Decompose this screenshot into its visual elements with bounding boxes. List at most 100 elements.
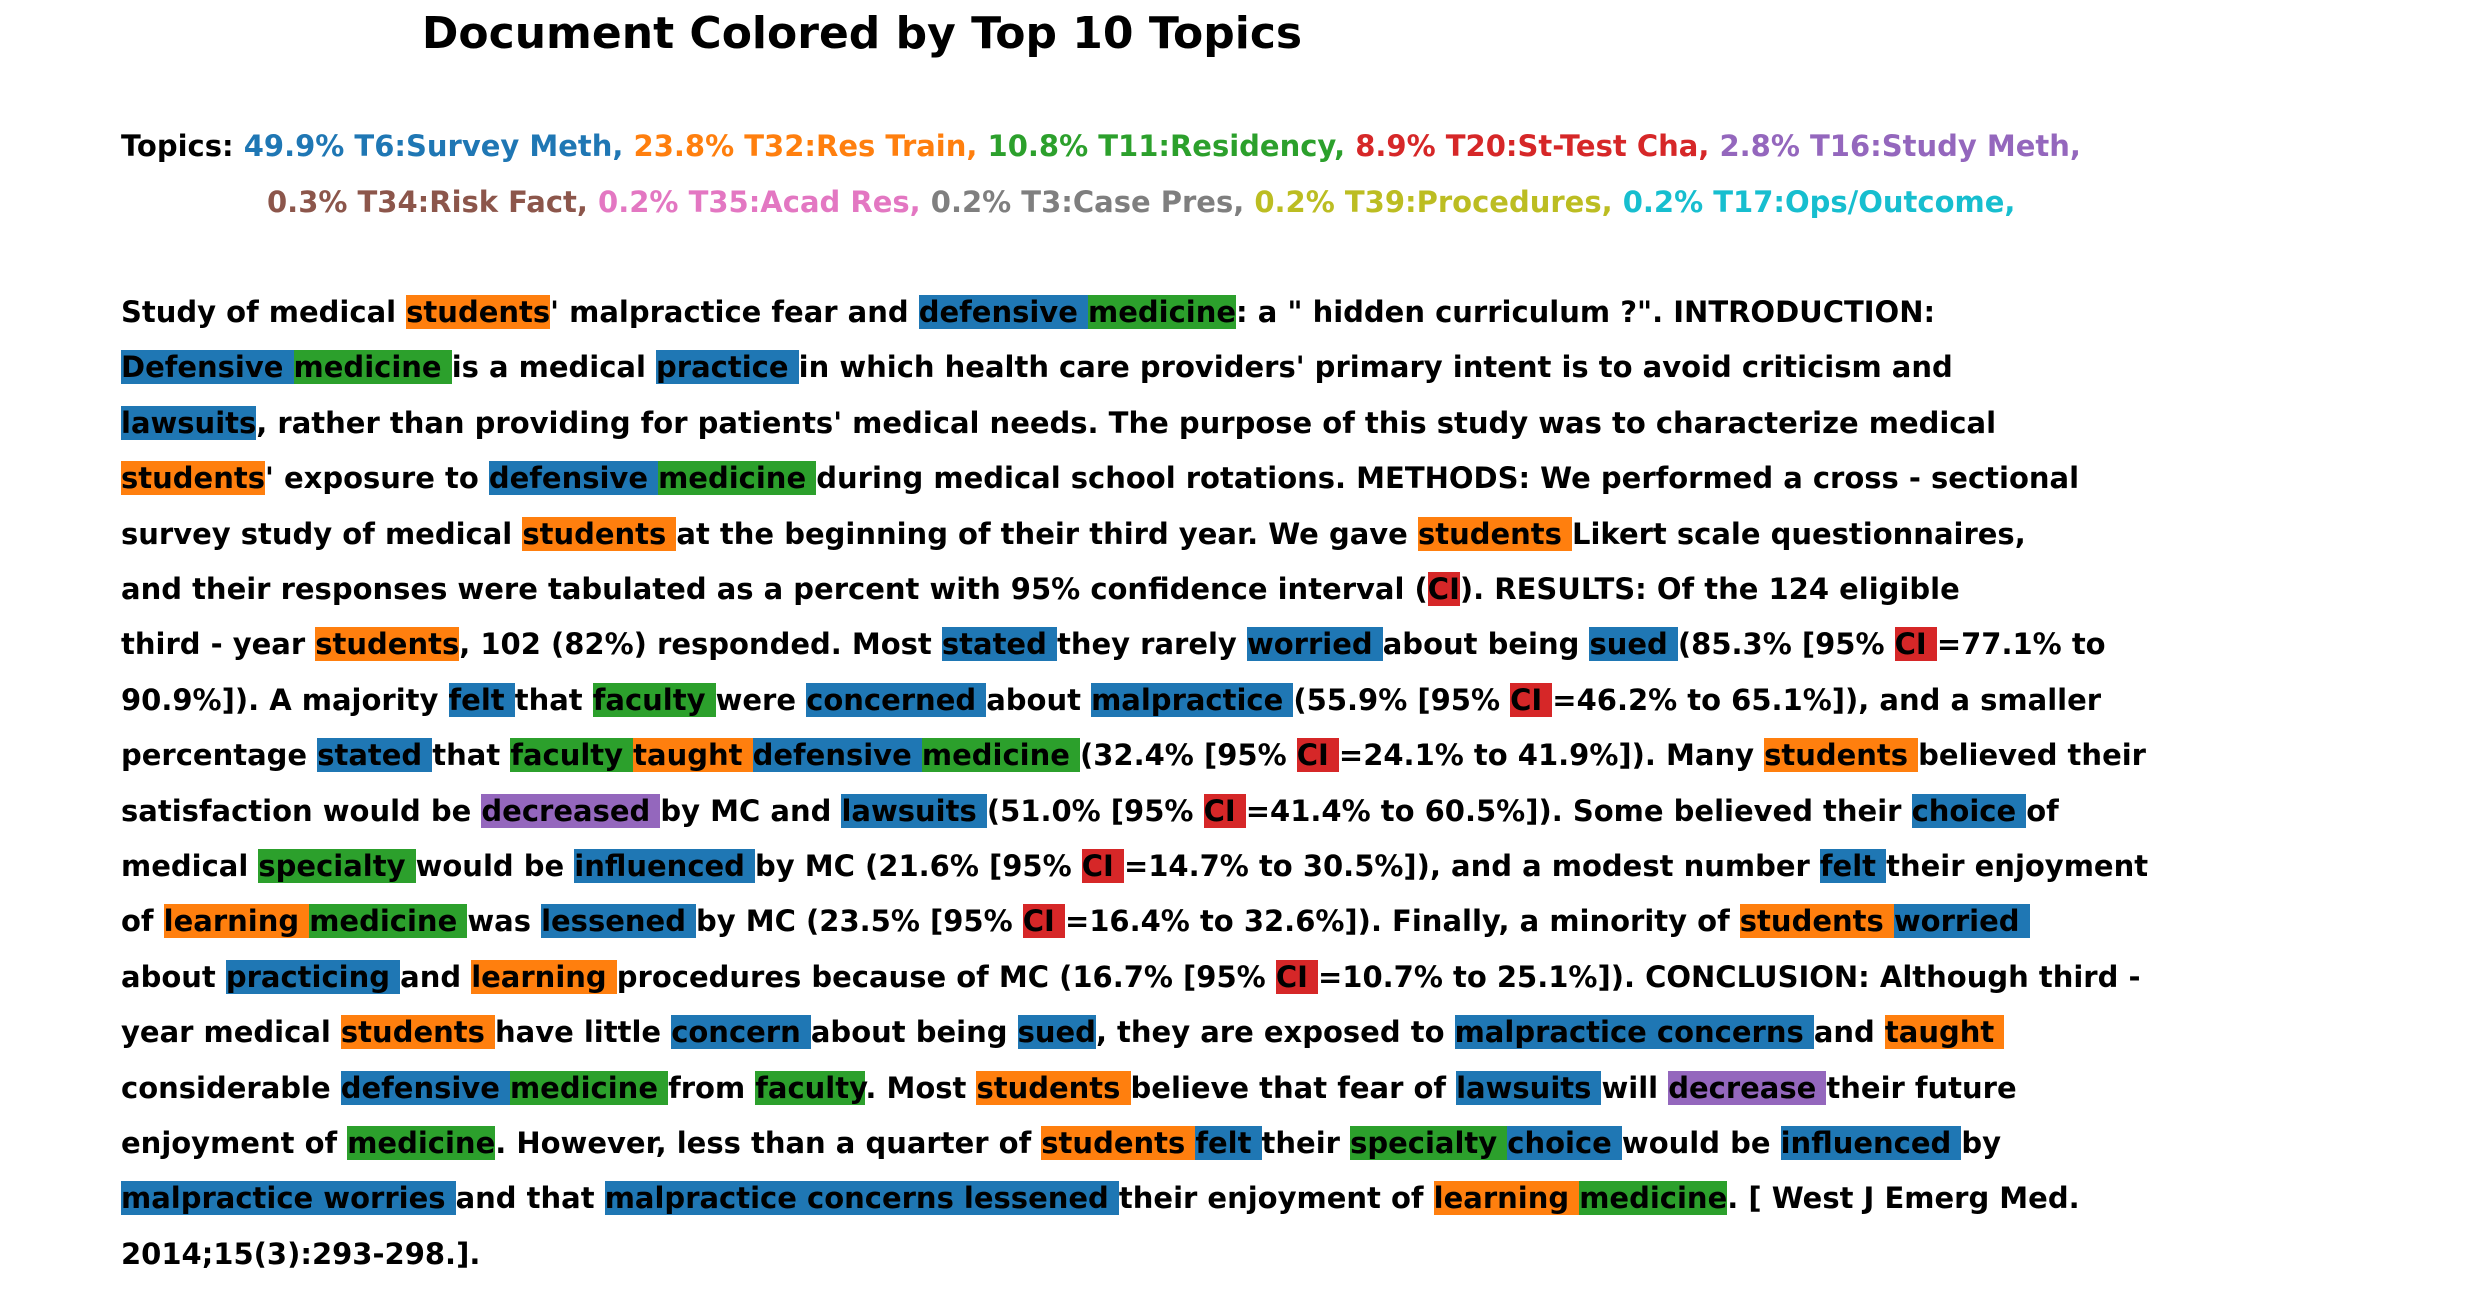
text-run: Likert scale questionnaires, xyxy=(1572,516,2026,551)
text-run: =46.2% to 65.1%]), and a smaller xyxy=(1552,682,2102,717)
highlighted-word: lawsuits xyxy=(841,793,987,828)
highlighted-word: malpractice worries xyxy=(121,1181,456,1216)
text-line: considerable defensive medicine from fac… xyxy=(121,1060,2017,1116)
text-run: medical xyxy=(121,849,259,883)
highlighted-word: influenced xyxy=(574,849,756,883)
text-line: 2014;15(3):293-298.]. xyxy=(121,1226,480,1282)
text-run: about being xyxy=(810,1015,1018,1050)
highlighted-word: medicine xyxy=(658,461,817,496)
text-run: =14.7% to 30.5%]), and a modest number xyxy=(1123,849,1820,883)
highlighted-word: students xyxy=(1417,516,1573,551)
text-run: believe that fear of xyxy=(1130,1070,1457,1105)
text-line: percentage stated that faculty taught de… xyxy=(121,727,2146,783)
highlighted-word: students xyxy=(1739,904,1894,939)
text-run: was xyxy=(467,904,542,939)
text-run: (85.3% [95% xyxy=(1677,627,1895,662)
text-run: that xyxy=(514,682,593,717)
text-run: would be xyxy=(1621,1126,1781,1160)
text-line: survey study of medical students at the … xyxy=(121,506,2026,562)
text-run: . However, less than a quarter of xyxy=(495,1126,1042,1160)
text-run: about being xyxy=(1382,627,1590,662)
highlighted-word: medicine xyxy=(293,350,452,385)
topic-entry: 0.2% T17:Ops/Outcome, xyxy=(1622,185,2016,219)
text-line: of learning medicine was lessened by MC … xyxy=(121,893,2030,949)
highlighted-word: learning xyxy=(471,959,617,994)
text-run: : a " hidden curriculum ?". INTRODUCTION… xyxy=(1236,295,1936,329)
highlighted-word: concern xyxy=(671,1015,811,1050)
topic-row: 0.3% T34:Risk Fact, 0.2% T35:Acad Res, 0… xyxy=(267,174,2015,230)
highlighted-word: CI xyxy=(1894,627,1937,662)
text-run: (32.4% [95% xyxy=(1080,738,1297,773)
highlighted-word: practice xyxy=(656,350,799,385)
highlighted-word: taught xyxy=(633,738,753,773)
highlighted-word: malpractice xyxy=(1091,682,1294,717)
text-run: of xyxy=(121,904,164,939)
text-run: that xyxy=(432,738,511,773)
highlighted-word: CI xyxy=(1081,849,1124,883)
highlighted-word: stated xyxy=(317,738,433,773)
highlighted-word: defensive xyxy=(488,461,659,496)
text-run: by MC (23.5% [95% xyxy=(696,904,1023,939)
topic-entry: 0.2% T3:Case Pres, xyxy=(930,185,1245,219)
text-run: in which health care providers' primary … xyxy=(798,350,1953,385)
text-line: and their responses were tabulated as a … xyxy=(121,561,1960,617)
highlighted-word: students xyxy=(121,461,265,496)
highlighted-word: taught xyxy=(1884,1015,2005,1050)
text-line: lawsuits, rather than providing for pati… xyxy=(121,395,1996,451)
text-run: of xyxy=(2026,793,2059,828)
text-run: enjoyment of xyxy=(121,1126,348,1160)
text-run: is a medical xyxy=(451,350,657,385)
text-run: they rarely xyxy=(1056,627,1247,662)
highlighted-word: defensive xyxy=(340,1070,510,1105)
text-run: , 102 (82%) responded. Most xyxy=(459,627,942,662)
text-run: would be xyxy=(415,849,575,883)
text-run: and xyxy=(400,959,472,994)
highlighted-word: CI xyxy=(1427,572,1460,606)
text-run: their xyxy=(1261,1126,1351,1160)
text-run: by MC (21.6% [95% xyxy=(755,849,1082,883)
text-line: 90.9%]). A majority felt that faculty we… xyxy=(121,672,2101,728)
text-run: by xyxy=(1961,1126,2002,1160)
highlighted-word: learning xyxy=(1433,1181,1580,1216)
topic-entry: 49.9% T6:Survey Meth, xyxy=(243,129,624,163)
highlighted-word: practicing xyxy=(225,959,401,994)
highlighted-word: felt xyxy=(1819,849,1887,883)
text-run: have little xyxy=(494,1015,672,1050)
highlighted-word: students xyxy=(406,295,551,329)
highlighted-word: faculty xyxy=(755,1070,866,1105)
topic-row: Topics: 49.9% T6:Survey Meth, 23.8% T32:… xyxy=(121,118,2081,174)
text-run: (55.9% [95% xyxy=(1293,682,1511,717)
text-run: =24.1% to 41.9%]). Many xyxy=(1338,738,1765,773)
highlighted-word: sued xyxy=(1017,1015,1096,1050)
highlighted-word: medicine xyxy=(309,904,468,939)
text-run: survey study of medical xyxy=(121,516,523,551)
highlighted-word: stated xyxy=(941,627,1057,662)
text-run: =16.4% to 32.6%]). Finally, a minority o… xyxy=(1064,904,1740,939)
highlighted-word: choice xyxy=(1507,1126,1622,1160)
text-line: medical specialty would be influenced by… xyxy=(121,838,2148,894)
text-run: during medical school rotations. METHODS… xyxy=(816,461,2080,496)
highlighted-word: defensive xyxy=(752,738,922,773)
text-run: 90.9%]). A majority xyxy=(121,682,449,717)
highlighted-word: Defensive xyxy=(121,350,294,385)
text-run: ' malpractice fear and xyxy=(550,295,919,329)
text-run: , rather than providing for patients' me… xyxy=(256,405,1997,440)
highlighted-word: students xyxy=(976,1070,1131,1105)
highlighted-word: medicine xyxy=(509,1070,669,1105)
text-line: about practicing and learning procedures… xyxy=(121,949,2140,1005)
text-run: about xyxy=(121,959,226,994)
topic-entry: 8.9% T20:St-Test Cha, xyxy=(1355,129,1710,163)
highlighted-word: decrease xyxy=(1668,1070,1827,1105)
topic-entry: 0.3% T34:Risk Fact, xyxy=(267,185,588,219)
text-line: students' exposure to defensive medicine… xyxy=(121,450,2079,506)
text-line: satisfaction would be decreased by MC an… xyxy=(121,783,2059,839)
text-run: 2014;15(3):293-298.]. xyxy=(121,1236,481,1271)
highlighted-word: worried xyxy=(1893,904,2030,939)
text-run: ' exposure to xyxy=(264,461,489,496)
highlighted-word: CI xyxy=(1510,682,1553,717)
highlighted-word: malpractice concerns xyxy=(1454,1015,1814,1050)
highlighted-word: felt xyxy=(448,682,515,717)
text-run: third - year xyxy=(121,627,316,662)
text-run: year medical xyxy=(121,1015,341,1050)
